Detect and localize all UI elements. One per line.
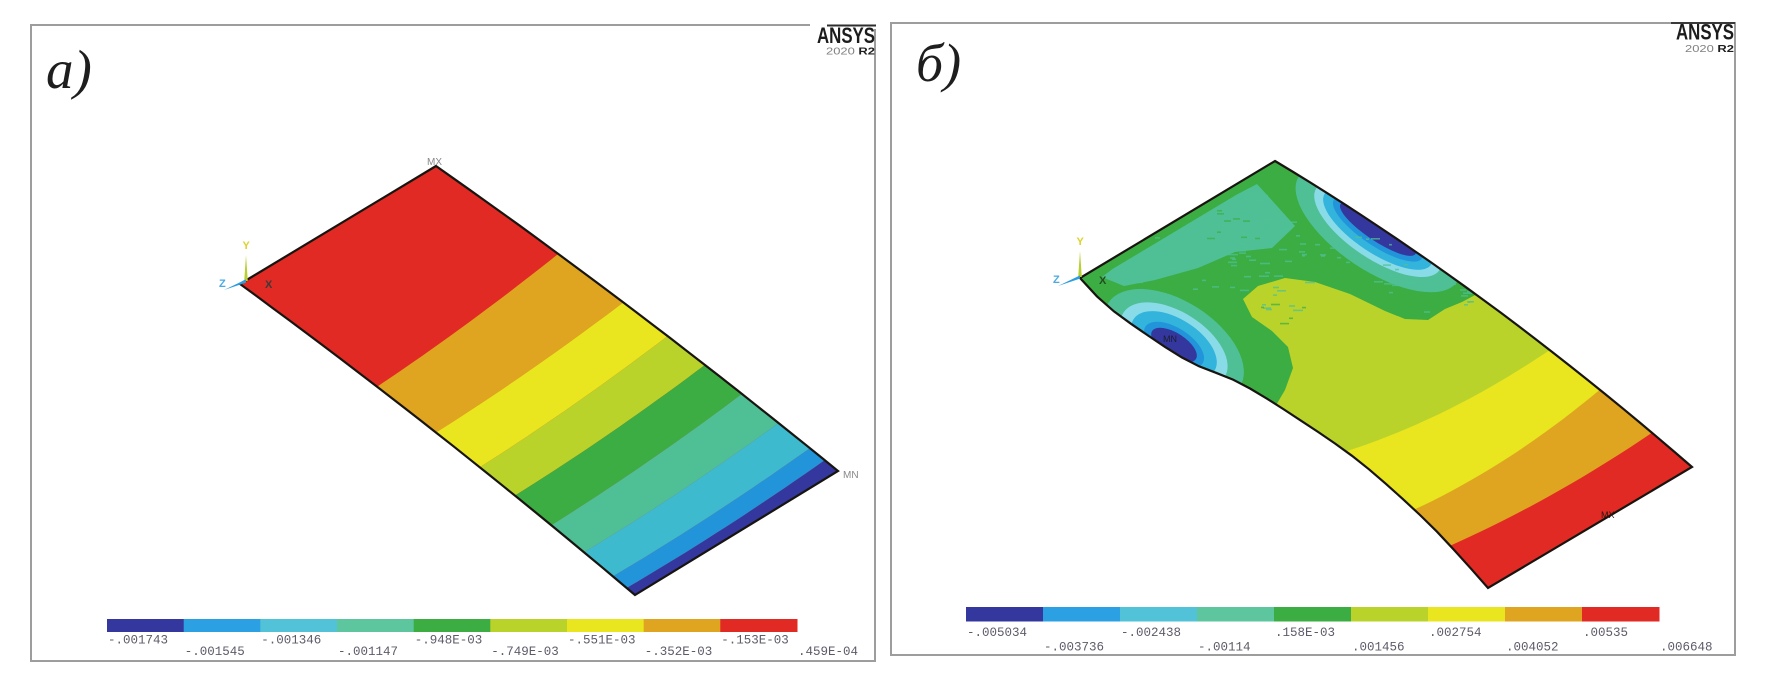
svg-text:-.005034: -.005034	[967, 626, 1027, 640]
svg-text:Z: Z	[1053, 274, 1060, 286]
svg-text:ANSYS: ANSYS	[1676, 20, 1734, 45]
svg-text:.459E-04: .459E-04	[798, 645, 858, 659]
svg-text:-.352E-03: -.352E-03	[645, 645, 713, 659]
svg-text:2020 R2: 2020 R2	[826, 46, 875, 58]
svg-text:а): а)	[46, 39, 92, 100]
svg-text:.004052: .004052	[1506, 641, 1559, 655]
svg-text:-.948E-03: -.948E-03	[415, 634, 483, 648]
svg-text:-.153E-03: -.153E-03	[721, 634, 789, 648]
svg-text:Z: Z	[219, 278, 226, 290]
svg-text:2020 R2: 2020 R2	[1685, 43, 1734, 55]
svg-text:-.001346: -.001346	[261, 634, 321, 648]
svg-text:.00535: .00535	[1583, 626, 1628, 640]
svg-text:б): б)	[916, 33, 961, 93]
svg-text:.158E-03: .158E-03	[1275, 626, 1335, 640]
svg-text:Y: Y	[243, 240, 251, 252]
svg-text:-.551E-03: -.551E-03	[568, 634, 636, 648]
svg-text:ANSYS: ANSYS	[817, 23, 875, 48]
svg-text:X: X	[1099, 275, 1107, 287]
svg-text:-.00114: -.00114	[1198, 641, 1251, 655]
svg-text:-.001147: -.001147	[338, 645, 398, 659]
svg-text:.001456: .001456	[1352, 641, 1405, 655]
svg-text:MX: MX	[427, 157, 442, 168]
svg-text:.006648: .006648	[1660, 641, 1713, 655]
svg-text:X: X	[265, 279, 273, 291]
svg-text:-.003736: -.003736	[1044, 641, 1104, 655]
svg-text:-.001743: -.001743	[108, 634, 168, 648]
svg-text:Y: Y	[1077, 236, 1085, 248]
svg-text:-.002438: -.002438	[1121, 626, 1181, 640]
svg-text:-.749E-03: -.749E-03	[491, 645, 559, 659]
svg-text:MX: MX	[1601, 510, 1615, 520]
svg-text:MN: MN	[843, 470, 859, 481]
svg-text:.002754: .002754	[1429, 626, 1482, 640]
svg-text:-.001545: -.001545	[185, 645, 245, 659]
svg-text:MN: MN	[1163, 334, 1177, 344]
